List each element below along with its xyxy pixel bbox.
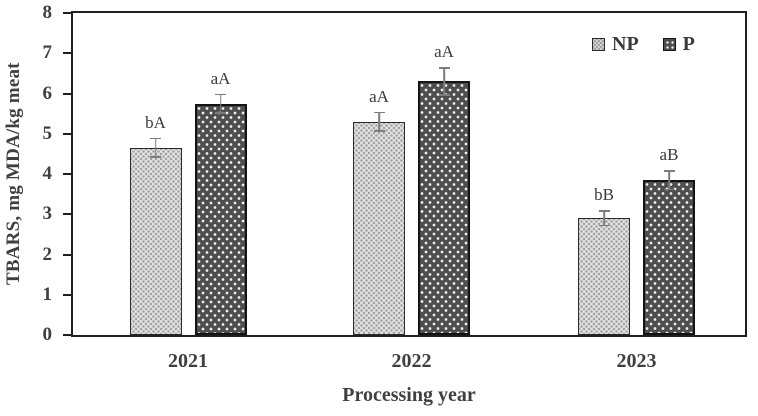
significance-label: aA [434,42,454,62]
legend: NP P [592,33,695,56]
y-tick-mark [63,293,71,296]
error-bar-cap-bottom [598,224,610,227]
plot-area: bA aA aA aA bB aB NP P [71,11,747,337]
legend-item-p: P [662,33,695,56]
error-bar-cap-bottom [438,93,450,96]
error-bar-cap-top [598,210,610,212]
y-tick-mark [63,213,71,216]
error-bar-cap-top [373,111,385,114]
legend-label-np: NP [612,33,639,55]
error-bar [215,93,226,114]
y-tick-mark [63,253,71,256]
p-pattern-swatch [662,38,676,51]
error-bar-line [154,137,157,158]
y-tick-label: 6 [42,82,53,104]
legend-item-np: NP [592,33,639,56]
x-tick-label: 2023 [616,350,657,372]
significance-label: aA [369,86,389,106]
error-bar-cap-top [215,93,226,96]
significance-label: bB [594,185,614,205]
x-tick-label: 2021 [168,350,208,372]
y-tick-label: 4 [42,163,53,184]
legend-label-p: P [682,33,695,55]
error-bar-cap-top [150,137,161,140]
y-tick-label: 5 [42,122,53,144]
error-bar-line [668,169,670,191]
error-bar [438,67,450,96]
y-tick-mark [63,92,71,95]
bar-p-2022 [418,81,470,335]
bar-np-2023 [578,218,630,335]
error-bar-cap-bottom [150,156,161,158]
y-tick-label: 8 [42,2,53,23]
significance-label: aA [210,68,231,88]
error-bar [150,137,161,158]
error-bar-line [378,111,380,132]
x-tick-label: 2022 [391,350,432,372]
error-bar-cap-bottom [215,112,226,114]
y-tick-mark [63,52,71,55]
x-axis-title: Processing year [342,384,476,406]
y-tick-label: 1 [42,283,53,305]
error-bar-cap-bottom [373,130,385,132]
np-pattern-swatch [592,38,605,51]
y-tick-label: 7 [42,42,53,64]
bar-np-2022 [353,121,405,335]
y-tick-mark [63,12,71,14]
error-bar-line [603,210,605,227]
error-bar-cap-bottom [663,188,675,191]
error-bar-line [443,67,445,96]
y-tick-label: 2 [42,243,53,265]
significance-label: aB [659,144,679,164]
y-tick-label: 3 [42,203,53,225]
bar-p-2021 [194,103,247,335]
bar-p-2023 [643,180,695,335]
error-bar-cap-top [663,169,675,172]
y-tick-mark [63,334,71,336]
error-bar [598,210,610,227]
y-tick-label: 0 [42,324,53,345]
error-bar [373,111,385,132]
bar-np-2021 [129,147,182,335]
error-bar-line [219,93,222,114]
y-tick-mark [63,173,71,175]
y-tick-mark [63,132,71,135]
error-bar-cap-top [438,67,450,69]
error-bar [663,169,675,191]
significance-label: bA [145,112,166,132]
